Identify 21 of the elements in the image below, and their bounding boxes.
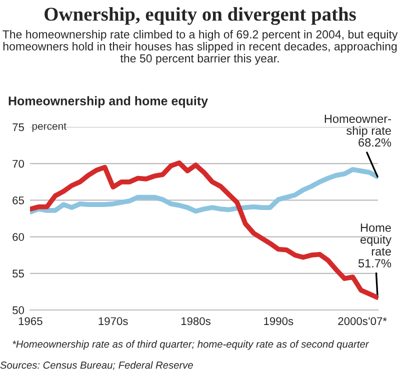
x-tick-label: 2000s xyxy=(338,317,368,326)
x-tick-label: 1990s xyxy=(264,317,294,326)
y-tick-label: 70 xyxy=(12,160,24,168)
annotation: Home equity rate 51.7% xyxy=(358,224,392,268)
chart-title: Ownership, equity on divergent paths xyxy=(44,7,356,25)
text: *Homeownership rate as of third quarter; home-equity rate as of second quarter xyxy=(12,340,370,350)
y-tick-label: 60 xyxy=(12,233,24,241)
y-tick-label: 75 xyxy=(12,123,24,132)
x-tick-label: 1970s xyxy=(98,317,128,326)
y-tick-label: 55 xyxy=(12,270,24,278)
x-tick-label: '07* xyxy=(368,317,387,326)
chart-subtitle: The homeownership rate climbed to a high of 69.2 percent in 2004, but equity homeowners hold in their houses has slipped in recent decades, approaching the 50 percent barrier this year. xyxy=(2,30,398,65)
x-tick-label: 1965 xyxy=(18,317,42,326)
y-tick-label: 50 xyxy=(12,306,24,314)
text: Homeownership and home equity xyxy=(8,96,208,108)
source-note: Sources: Census Bureau; Federal Reserve xyxy=(0,361,193,370)
annotation: Homeowner- ship rate 68.2% xyxy=(324,114,392,147)
x-tick-label: 1980s xyxy=(181,317,210,326)
y-axis-title: percent xyxy=(32,122,66,132)
line-series xyxy=(30,167,378,214)
y-tick-label: 65 xyxy=(12,196,24,204)
